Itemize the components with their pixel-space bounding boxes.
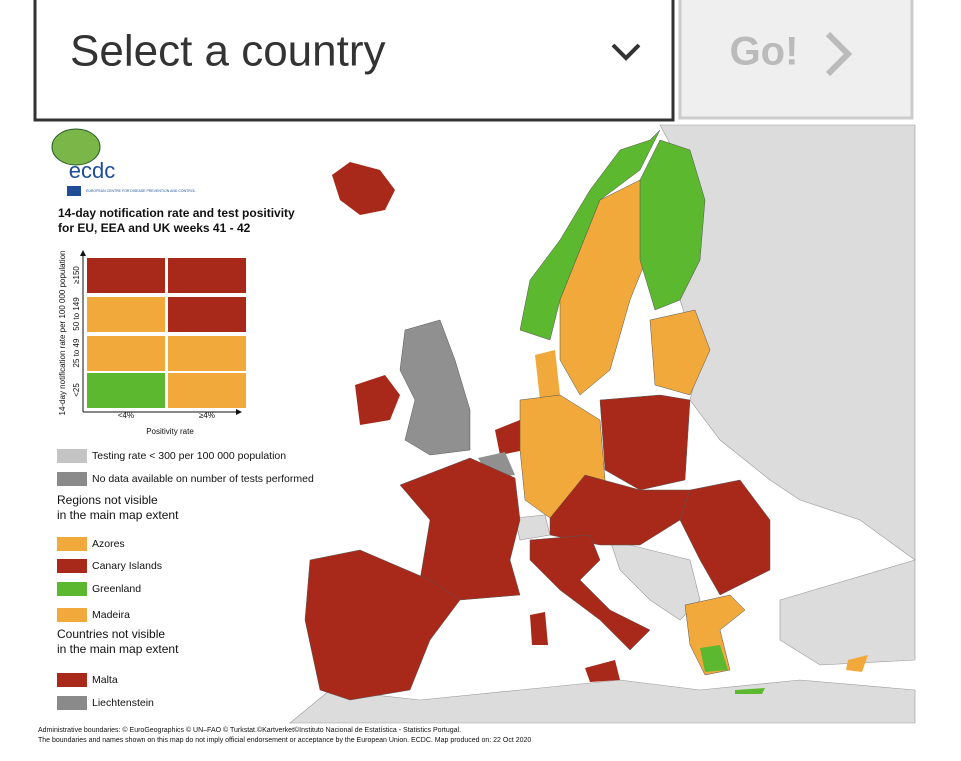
- sicily: [585, 660, 620, 682]
- button-chevron: [825, 31, 853, 77]
- eu-flag: [67, 186, 81, 196]
- select-box[interactable]: [33, 0, 675, 122]
- legend-swatch: [57, 472, 87, 486]
- row-label: ≥150: [72, 266, 81, 284]
- row-label: <25: [72, 383, 81, 397]
- iberia: [304, 549, 461, 701]
- column-label: ≥4%: [199, 411, 215, 420]
- ireland: [355, 375, 400, 425]
- y-axis-label: 14-day notification rate per 100 000 pop…: [58, 250, 67, 415]
- button-box[interactable]: [678, 0, 914, 120]
- denmark: [535, 350, 560, 400]
- greece: [684, 594, 746, 676]
- column-label: <4%: [118, 411, 134, 420]
- legend-heading: in the main map extent: [57, 642, 179, 656]
- row-label: 50 to 149: [72, 297, 81, 331]
- footer: Administrative boundaries: © EuroGeograp…: [38, 726, 461, 734]
- legend-label: Malta: [92, 674, 118, 686]
- matrix-cell: [87, 297, 165, 332]
- x-arrow-head: [236, 409, 242, 415]
- footer: The boundaries and names shown on this m…: [38, 737, 531, 744]
- map-title: 14-day notification rate and test positi…: [58, 206, 295, 220]
- country-select[interactable]: Select a country: [33, 0, 675, 122]
- greece-south: [700, 645, 728, 672]
- matrix-cell: [168, 297, 246, 332]
- button-label: Go!: [730, 30, 799, 74]
- legend-label: Canary Islands: [92, 560, 162, 572]
- sardinia: [530, 612, 548, 645]
- legend-label: Greenland: [92, 583, 141, 595]
- legend-swatch: [57, 696, 87, 710]
- iceland: [332, 162, 395, 215]
- romania-bulgaria: [679, 479, 771, 596]
- sweden: [559, 179, 651, 396]
- map: ecdc EUROPEAN CENTRE FOR DISEASE PREVENT…: [35, 123, 916, 724]
- crete: [735, 688, 765, 694]
- legend-heading: Countries not visible: [57, 627, 165, 641]
- legend-label: Testing rate < 300 per 100 000 populatio…: [92, 450, 286, 462]
- central-europe: [549, 474, 691, 546]
- legend-label: Azores: [92, 538, 125, 550]
- italy: [529, 534, 651, 651]
- legend-swatch: [57, 449, 87, 463]
- matrix-cell: [168, 336, 246, 371]
- legend-swatch: [57, 608, 87, 622]
- cyprus: [846, 655, 868, 672]
- map-title: for EU, EEA and UK weeks 41 - 42: [58, 221, 251, 235]
- matrix-cell: [87, 373, 165, 408]
- legend-label: Madeira: [92, 609, 130, 621]
- legend-swatch: [57, 537, 87, 551]
- legend-swatch: [57, 559, 87, 573]
- row-label: 25 to 49: [72, 338, 81, 367]
- legend-matrix: 14-day notification rate per 100 000 pop…: [58, 250, 246, 436]
- select-placeholder: Select a country: [70, 27, 386, 76]
- ecdc-logo: ecdc EUROPEAN CENTRE FOR DISEASE PREVENT…: [51, 128, 196, 196]
- poland: [599, 394, 691, 491]
- legend-heading: Regions not visible: [57, 493, 158, 507]
- matrix-cell: [168, 258, 246, 293]
- finland: [639, 139, 706, 311]
- logo-subtitle: EUROPEAN CENTRE FOR DISEASE PREVENTION A…: [86, 189, 196, 193]
- france: [399, 457, 521, 601]
- x-axis-label: Positivity rate: [146, 427, 194, 436]
- matrix-cell: [87, 336, 165, 371]
- logo-globe: [51, 128, 101, 166]
- logo-name: ecdc: [69, 158, 115, 183]
- balkans: [609, 539, 701, 621]
- baltics: [649, 309, 711, 396]
- legend-label: No data available on number of tests per…: [92, 473, 314, 485]
- legend-swatch: [57, 582, 87, 596]
- y-arrow-head: [80, 250, 86, 256]
- legend-label: Liechtenstein: [92, 697, 154, 709]
- matrix-cell: [168, 373, 246, 408]
- legend-swatch: [57, 673, 87, 687]
- dropdown-arrow: [611, 43, 641, 61]
- uk: [399, 319, 471, 456]
- legend-heading: in the main map extent: [57, 508, 179, 522]
- go-button[interactable]: Go!: [678, 0, 914, 120]
- matrix-cell: [87, 258, 165, 293]
- turkey: [779, 559, 916, 666]
- netherlands: [495, 420, 525, 455]
